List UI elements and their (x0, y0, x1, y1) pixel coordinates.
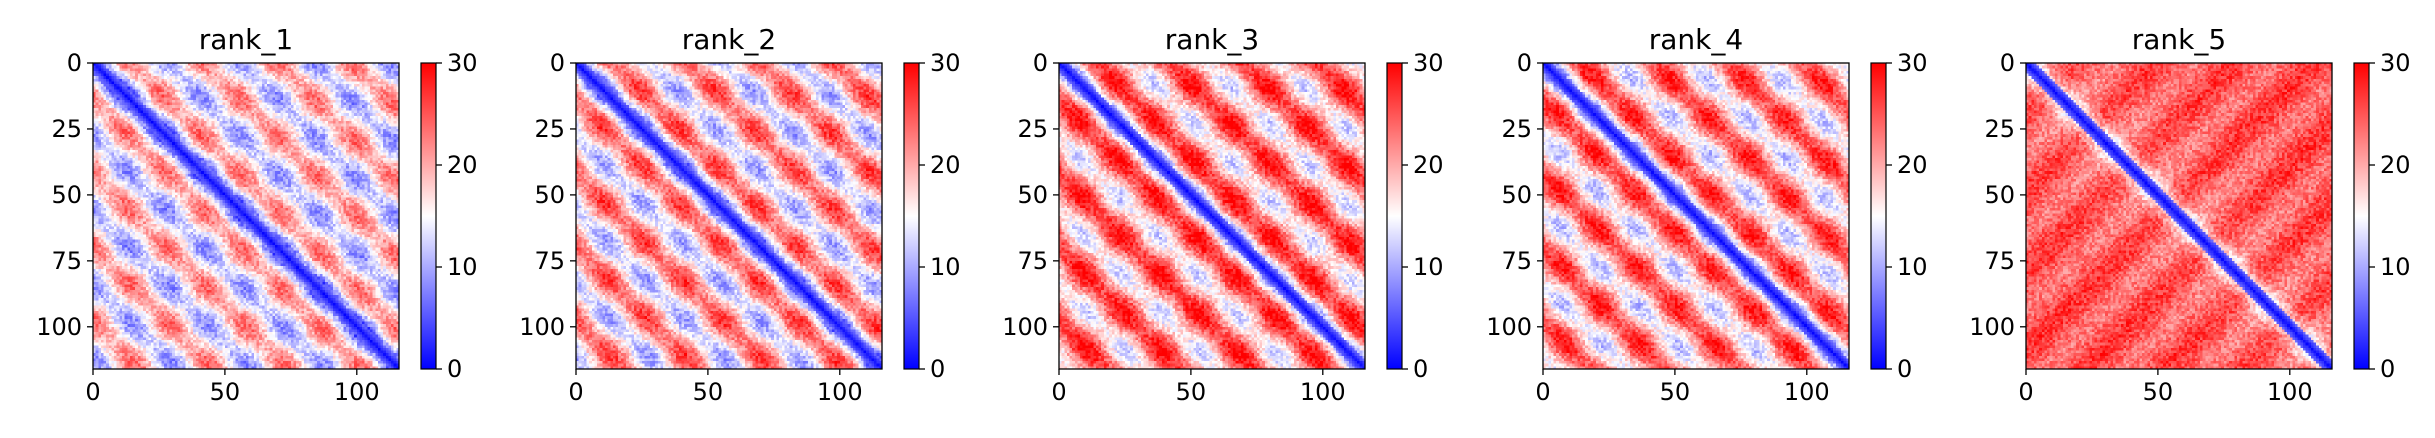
x-tick-label: 0 (568, 378, 583, 406)
y-tick-label: 50 (1984, 181, 2015, 209)
y-tick-label: 75 (1984, 247, 2015, 275)
y-tick-label: 25 (1501, 115, 1532, 143)
x-tick-label: 50 (2143, 378, 2174, 406)
axes-frame (2025, 62, 2333, 370)
axes-frame (1542, 62, 1850, 370)
colorbar-tick-label: 30 (447, 49, 478, 77)
heatmap-image (1543, 63, 1849, 369)
colorbar-tick-label: 20 (1897, 151, 1928, 179)
colorbar-tick-label: 30 (1897, 49, 1928, 77)
y-tick-label: 25 (534, 115, 565, 143)
chart-title: rank_4 (1649, 23, 1743, 56)
colorbar-tick-label: 0 (2380, 355, 2395, 383)
y-tick-label: 75 (1501, 247, 1532, 275)
x-tick-label: 0 (1051, 378, 1066, 406)
colorbar-tick-label: 0 (1897, 355, 1912, 383)
x-tick-label: 100 (2267, 378, 2313, 406)
colorbar-tick-label: 20 (1413, 151, 1444, 179)
x-tick-label: 0 (1535, 378, 1550, 406)
colorbar (903, 62, 920, 370)
y-tick-label: 100 (1002, 313, 1048, 341)
axes-frame (92, 62, 400, 370)
y-tick-label: 0 (67, 49, 82, 77)
colorbar-tick-label: 0 (1413, 355, 1428, 383)
y-tick-label: 25 (51, 115, 82, 143)
axes-frame (575, 62, 883, 370)
colorbar-tick-label: 30 (1413, 49, 1444, 77)
y-tick-label: 50 (1017, 181, 1048, 209)
colorbar-tick-label: 20 (930, 151, 961, 179)
colorbar-tick-label: 10 (1413, 253, 1444, 281)
y-tick-label: 25 (1017, 115, 1048, 143)
colorbar-tick-label: 10 (2380, 253, 2411, 281)
colorbar-tick-label: 30 (930, 49, 961, 77)
heatmap-image (1059, 63, 1365, 369)
x-tick-label: 100 (334, 378, 380, 406)
y-tick-label: 100 (519, 313, 565, 341)
colorbar-tick-label: 10 (447, 253, 478, 281)
colorbar-tick-label: 20 (447, 151, 478, 179)
colorbar-tick-label: 20 (2380, 151, 2411, 179)
colorbar-tick-label: 10 (1897, 253, 1928, 281)
chart-title: rank_2 (682, 23, 776, 56)
y-tick-label: 75 (534, 247, 565, 275)
chart-title: rank_1 (199, 23, 293, 56)
chart-panel-4: rank_4 0 50 100 0 25 50 75 100 0 10 20 30 (1486, 23, 1927, 406)
x-tick-label: 50 (1176, 378, 1207, 406)
y-tick-label: 75 (1017, 247, 1048, 275)
colorbar (1386, 62, 1403, 370)
chart-title: rank_5 (2132, 23, 2226, 56)
colorbar-tick-label: 0 (930, 355, 945, 383)
y-tick-label: 75 (51, 247, 82, 275)
axes-frame (1058, 62, 1366, 370)
y-tick-label: 25 (1984, 115, 2015, 143)
x-tick-label: 0 (2018, 378, 2033, 406)
y-tick-label: 50 (51, 181, 82, 209)
colorbar (1870, 62, 1887, 370)
y-tick-label: 0 (1517, 49, 1532, 77)
x-tick-label: 100 (1784, 378, 1830, 406)
x-tick-label: 100 (1300, 378, 1346, 406)
y-tick-label: 100 (36, 313, 82, 341)
y-tick-label: 100 (1486, 313, 1532, 341)
chart-title: rank_3 (1165, 23, 1259, 56)
x-tick-label: 100 (817, 378, 863, 406)
y-tick-label: 50 (534, 181, 565, 209)
colorbar-tick-label: 10 (930, 253, 961, 281)
colorbar (2353, 62, 2370, 370)
colorbar-tick-label: 0 (447, 355, 462, 383)
colorbar (420, 62, 437, 370)
x-tick-label: 0 (85, 378, 100, 406)
heatmap-image (576, 63, 882, 369)
heatmap-image (2026, 63, 2332, 369)
colorbar-tick-label: 30 (2380, 49, 2411, 77)
chart-panel-1: rank_1 0 50 100 0 25 50 75 100 0 10 20 30 (36, 23, 477, 406)
y-tick-label: 0 (2000, 49, 2015, 77)
y-tick-label: 50 (1501, 181, 1532, 209)
x-tick-label: 50 (693, 378, 724, 406)
y-tick-label: 0 (550, 49, 565, 77)
x-tick-label: 50 (1660, 378, 1691, 406)
chart-panel-3: rank_3 0 50 100 0 25 50 75 100 0 10 20 30 (1002, 23, 1443, 406)
chart-panel-2: rank_2 0 50 100 0 25 50 75 100 0 10 20 30 (519, 23, 960, 406)
heatmap-image (93, 63, 399, 369)
x-tick-label: 50 (210, 378, 241, 406)
y-tick-label: 0 (1033, 49, 1048, 77)
y-tick-label: 100 (1969, 313, 2015, 341)
chart-panel-5: rank_5 0 50 100 0 25 50 75 100 0 10 20 30 (1969, 23, 2410, 406)
